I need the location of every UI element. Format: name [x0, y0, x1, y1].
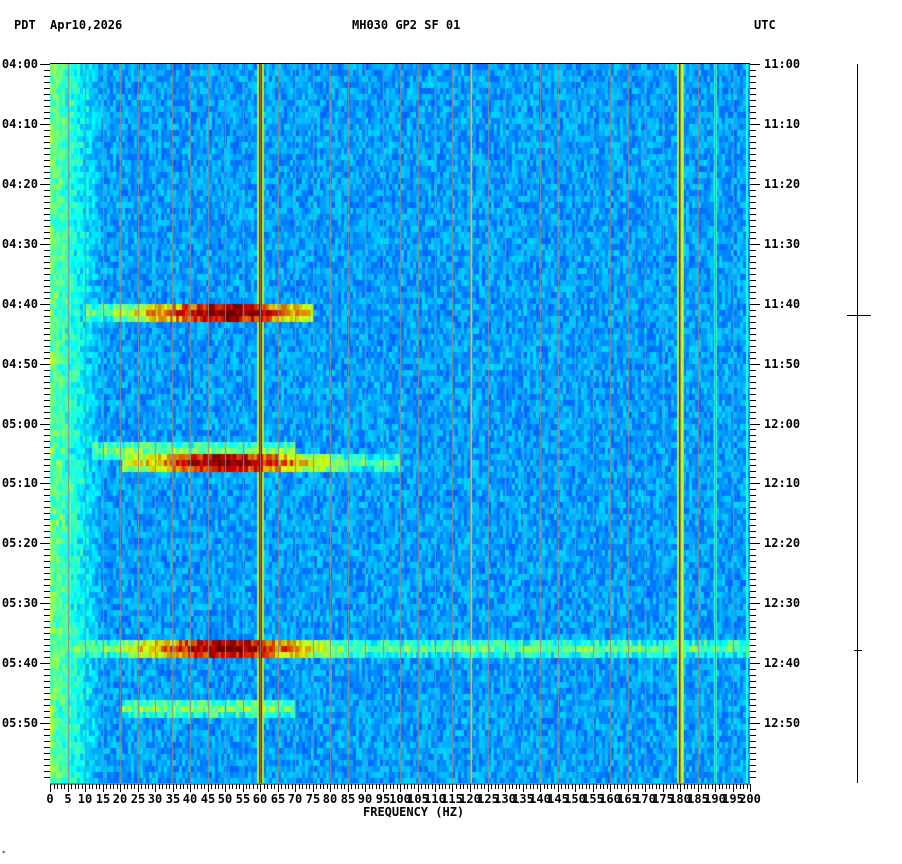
y-tick-label-left: 05:00 [1, 417, 38, 431]
y-tick-label-right: 11:20 [764, 177, 801, 191]
x-tick-label: 165 [617, 792, 639, 806]
y-tick-label-right: 11:00 [764, 57, 801, 71]
x-tick-label: 195 [722, 792, 744, 806]
x-tick-label: 40 [182, 792, 198, 806]
x-tick-label: 150 [564, 792, 586, 806]
x-tick-label: 110 [424, 792, 446, 806]
y-tick-label-left: 05:30 [1, 596, 38, 610]
y-tick-label-left: 04:10 [1, 117, 38, 131]
y-tick-label-left: 04:00 [1, 57, 38, 71]
event-marker-tick-1 [847, 315, 871, 316]
y-tick-label-right: 12:00 [764, 417, 801, 431]
x-tick-label: 185 [687, 792, 709, 806]
x-tick-label: 160 [599, 792, 621, 806]
x-tick-label: 180 [669, 792, 691, 806]
x-tick-label: 25 [130, 792, 146, 806]
x-tick-label: 65 [270, 792, 286, 806]
y-tick-label-right: 11:30 [764, 237, 801, 251]
y-tick-label-right: 11:50 [764, 357, 801, 371]
y-tick-label-left: 04:30 [1, 237, 38, 251]
y-tick-label-right: 12:10 [764, 476, 801, 490]
station-title: MH030 GP2 SF 01 [352, 18, 461, 32]
x-tick-label: 50 [217, 792, 233, 806]
x-tick-label: 145 [547, 792, 569, 806]
y-tick-label-right: 12:40 [764, 656, 801, 670]
x-tick-label: 125 [477, 792, 499, 806]
y-tick-label-left: 04:50 [1, 357, 38, 371]
x-tick-label: 200 [739, 792, 761, 806]
x-tick-label: 120 [459, 792, 481, 806]
x-tick-label: 0 [46, 792, 54, 806]
date-label: Apr10,2026 [50, 18, 123, 32]
y-tick-label-right: 11:10 [764, 117, 801, 131]
x-tick-label: 130 [494, 792, 516, 806]
y-tick-label-left: 05:10 [1, 476, 38, 490]
x-tick-label: 105 [407, 792, 429, 806]
x-tick-label: 190 [704, 792, 726, 806]
corner-mark: * [2, 850, 6, 857]
spectrogram-plot [50, 64, 750, 783]
x-tick-label: 75 [305, 792, 321, 806]
x-tick-label: 115 [441, 792, 463, 806]
y-tick-label-left: 05:50 [1, 716, 38, 730]
x-tick-label: 170 [634, 792, 656, 806]
x-tick-label: 55 [235, 792, 251, 806]
y-tick-label-right: 12:30 [764, 596, 801, 610]
x-tick-label: 175 [652, 792, 674, 806]
x-tick-label: 85 [340, 792, 356, 806]
x-tick-label: 30 [147, 792, 163, 806]
x-tick-label: 155 [582, 792, 604, 806]
x-tick-label: 135 [512, 792, 534, 806]
x-axis-label: FREQUENCY (HZ) [363, 805, 465, 819]
x-tick-label: 80 [322, 792, 338, 806]
x-tick-label: 45 [200, 792, 216, 806]
x-tick-label: 20 [112, 792, 128, 806]
y-tick-label-right: 12:20 [764, 536, 801, 550]
x-tick-label: 90 [357, 792, 373, 806]
y-tick-label-left: 05:20 [1, 536, 38, 550]
event-marker-tick-2 [854, 650, 862, 651]
x-tick-label: 60 [252, 792, 268, 806]
left-timezone-label: PDT [14, 18, 36, 32]
y-tick-label-left: 05:40 [1, 656, 38, 670]
y-tick-label-left: 04:20 [1, 177, 38, 191]
y-tick-label-left: 04:40 [1, 297, 38, 311]
right-timezone-label: UTC [754, 18, 776, 32]
x-tick-label: 5 [64, 792, 72, 806]
x-tick-label: 15 [95, 792, 111, 806]
y-tick-label-right: 12:50 [764, 716, 801, 730]
event-marker-line [857, 64, 858, 783]
y-tick-label-right: 11:40 [764, 297, 801, 311]
x-tick-label: 100 [389, 792, 411, 806]
x-tick-label: 95 [375, 792, 391, 806]
x-tick-label: 35 [165, 792, 181, 806]
x-tick-label: 140 [529, 792, 551, 806]
spectrogram-canvas [50, 64, 750, 783]
x-tick-label: 10 [77, 792, 93, 806]
x-tick-label: 70 [287, 792, 303, 806]
plot-top-border [50, 63, 750, 64]
